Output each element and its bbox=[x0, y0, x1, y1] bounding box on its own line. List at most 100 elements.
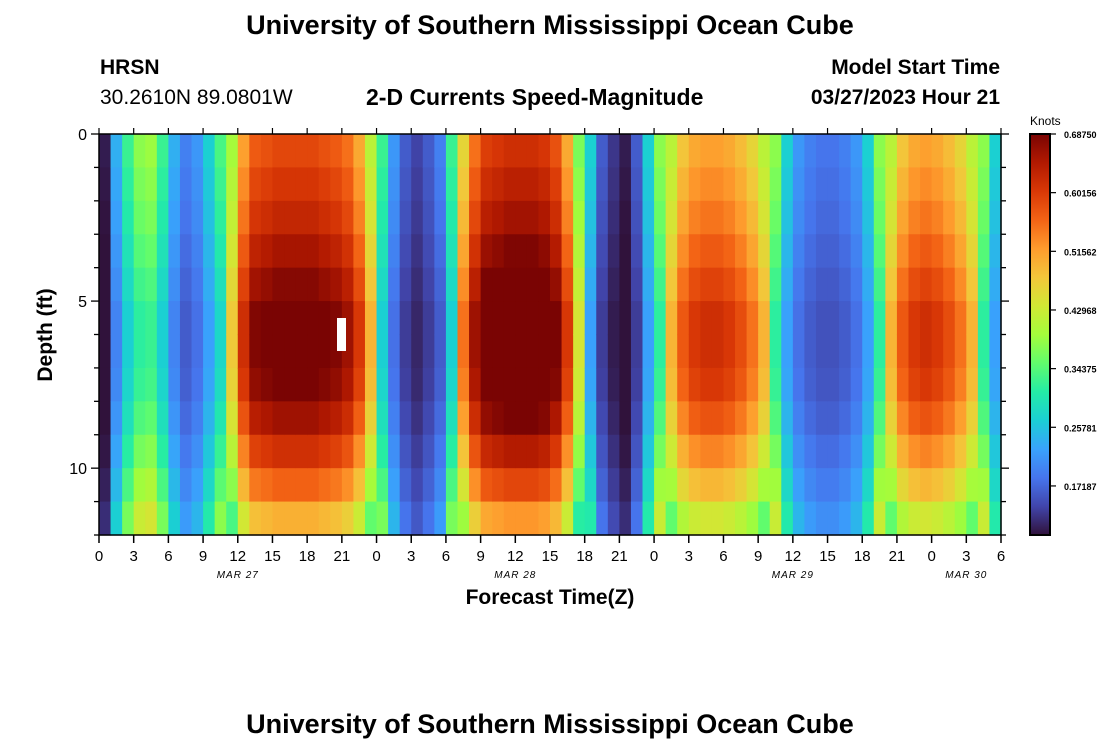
heatmap-cell bbox=[908, 434, 921, 469]
heatmap-cell bbox=[179, 434, 193, 469]
heatmap-cell bbox=[642, 234, 655, 269]
heatmap-cell bbox=[538, 401, 551, 436]
heatmap-cell bbox=[260, 334, 274, 369]
heatmap-cell bbox=[503, 167, 516, 202]
heatmap-cell bbox=[943, 468, 956, 503]
heatmap-cell bbox=[272, 501, 285, 536]
heatmap-cell bbox=[677, 334, 690, 369]
heatmap-cell bbox=[908, 401, 921, 436]
heatmap-cell bbox=[943, 134, 956, 169]
heatmap-cell bbox=[792, 301, 806, 336]
heatmap-cell bbox=[237, 401, 250, 436]
heatmap-cell bbox=[688, 367, 701, 402]
heatmap-cell bbox=[203, 434, 216, 469]
heatmap-cell bbox=[388, 367, 401, 402]
heatmap-cell bbox=[758, 301, 771, 336]
y-tick-label: 10 bbox=[69, 461, 87, 478]
heatmap-cell bbox=[815, 167, 829, 202]
heatmap-cell bbox=[654, 267, 667, 302]
heatmap-cell bbox=[943, 267, 956, 302]
heatmap-cell bbox=[966, 401, 979, 436]
heatmap-cell bbox=[700, 301, 713, 336]
heatmap-cell bbox=[630, 234, 644, 269]
heatmap-cell bbox=[133, 334, 146, 369]
x-tick-label: 0 bbox=[927, 548, 935, 565]
heatmap-cell bbox=[677, 167, 690, 202]
heatmap-cell bbox=[503, 234, 516, 269]
heatmap-cell bbox=[607, 267, 620, 302]
heatmap-cell bbox=[145, 200, 158, 235]
heatmap-cell bbox=[110, 234, 123, 269]
heatmap-cell bbox=[272, 234, 285, 269]
heatmap-cell bbox=[989, 434, 1002, 469]
heatmap-cell bbox=[977, 334, 991, 369]
colorbar: Knots 0.68750 0.60156 0.51562 0.42968 0.3437… bbox=[1029, 114, 1097, 536]
heatmap-cell bbox=[203, 267, 216, 302]
heatmap-cell bbox=[226, 434, 239, 469]
heatmap-cell bbox=[896, 234, 910, 269]
heatmap-cell bbox=[179, 501, 193, 536]
heatmap-cell bbox=[700, 267, 713, 302]
heatmap-cell bbox=[781, 434, 794, 469]
heatmap-cell bbox=[550, 301, 563, 336]
heatmap-cell bbox=[434, 367, 447, 402]
heatmap-cell bbox=[550, 234, 563, 269]
heatmap-cell bbox=[977, 167, 991, 202]
heatmap-cell bbox=[654, 167, 667, 202]
heatmap-cell bbox=[538, 167, 551, 202]
heatmap-cell bbox=[619, 334, 632, 369]
heatmap-cell bbox=[619, 434, 632, 469]
heatmap-cell bbox=[457, 334, 470, 369]
heatmap-cell bbox=[260, 134, 274, 169]
heatmap-cell bbox=[792, 334, 806, 369]
heatmap-cell bbox=[179, 468, 193, 503]
heatmap-cell bbox=[654, 200, 667, 235]
heatmap-cell bbox=[237, 301, 250, 336]
heatmap-cell bbox=[977, 501, 991, 536]
heatmap-cell bbox=[781, 401, 794, 436]
heatmap-cell bbox=[249, 267, 262, 302]
heatmap-cell bbox=[272, 134, 285, 169]
heatmap-cell bbox=[388, 401, 401, 436]
heatmap-cell bbox=[214, 200, 227, 235]
heatmap-cell bbox=[908, 267, 921, 302]
heatmap-cell bbox=[954, 267, 967, 302]
heatmap-cell bbox=[515, 267, 528, 302]
heatmap-cell bbox=[827, 468, 840, 503]
heatmap-cell bbox=[272, 434, 285, 469]
heatmap-cell bbox=[688, 134, 701, 169]
heatmap-cell bbox=[677, 367, 690, 402]
heatmap-cell bbox=[642, 267, 655, 302]
heatmap-cell bbox=[642, 134, 655, 169]
heatmap-cell bbox=[630, 468, 644, 503]
colorbar-unit: Knots bbox=[1030, 114, 1061, 128]
heatmap-cell bbox=[711, 367, 725, 402]
heatmap-cell bbox=[896, 468, 910, 503]
heatmap-cell bbox=[896, 134, 910, 169]
heatmap-cell bbox=[815, 200, 829, 235]
heatmap-cell bbox=[735, 401, 748, 436]
heatmap-cell bbox=[480, 301, 493, 336]
heatmap-cell bbox=[307, 367, 320, 402]
heatmap-cell bbox=[341, 167, 355, 202]
chart-title: University of Southern Mississippi Ocean… bbox=[246, 10, 854, 40]
heatmap-cell bbox=[642, 200, 655, 235]
heatmap-cell bbox=[388, 200, 401, 235]
heatmap-cell bbox=[376, 434, 389, 469]
heatmap-cell bbox=[480, 434, 493, 469]
heatmap-cell bbox=[908, 134, 921, 169]
heatmap-cell bbox=[619, 501, 632, 536]
heatmap-cell bbox=[260, 167, 274, 202]
heatmap-cell bbox=[573, 134, 586, 169]
heatmap-cell bbox=[249, 434, 262, 469]
heatmap-cell bbox=[654, 434, 667, 469]
heatmap-cell bbox=[122, 367, 135, 402]
heatmap-cell bbox=[203, 167, 216, 202]
heatmap-cell bbox=[619, 468, 632, 503]
heatmap-cell bbox=[214, 501, 227, 536]
heatmap-cell bbox=[122, 401, 135, 436]
heatmap-cell bbox=[445, 401, 459, 436]
heatmap-cell bbox=[457, 401, 470, 436]
heatmap-cell bbox=[318, 434, 331, 469]
heatmap-cell bbox=[862, 468, 875, 503]
